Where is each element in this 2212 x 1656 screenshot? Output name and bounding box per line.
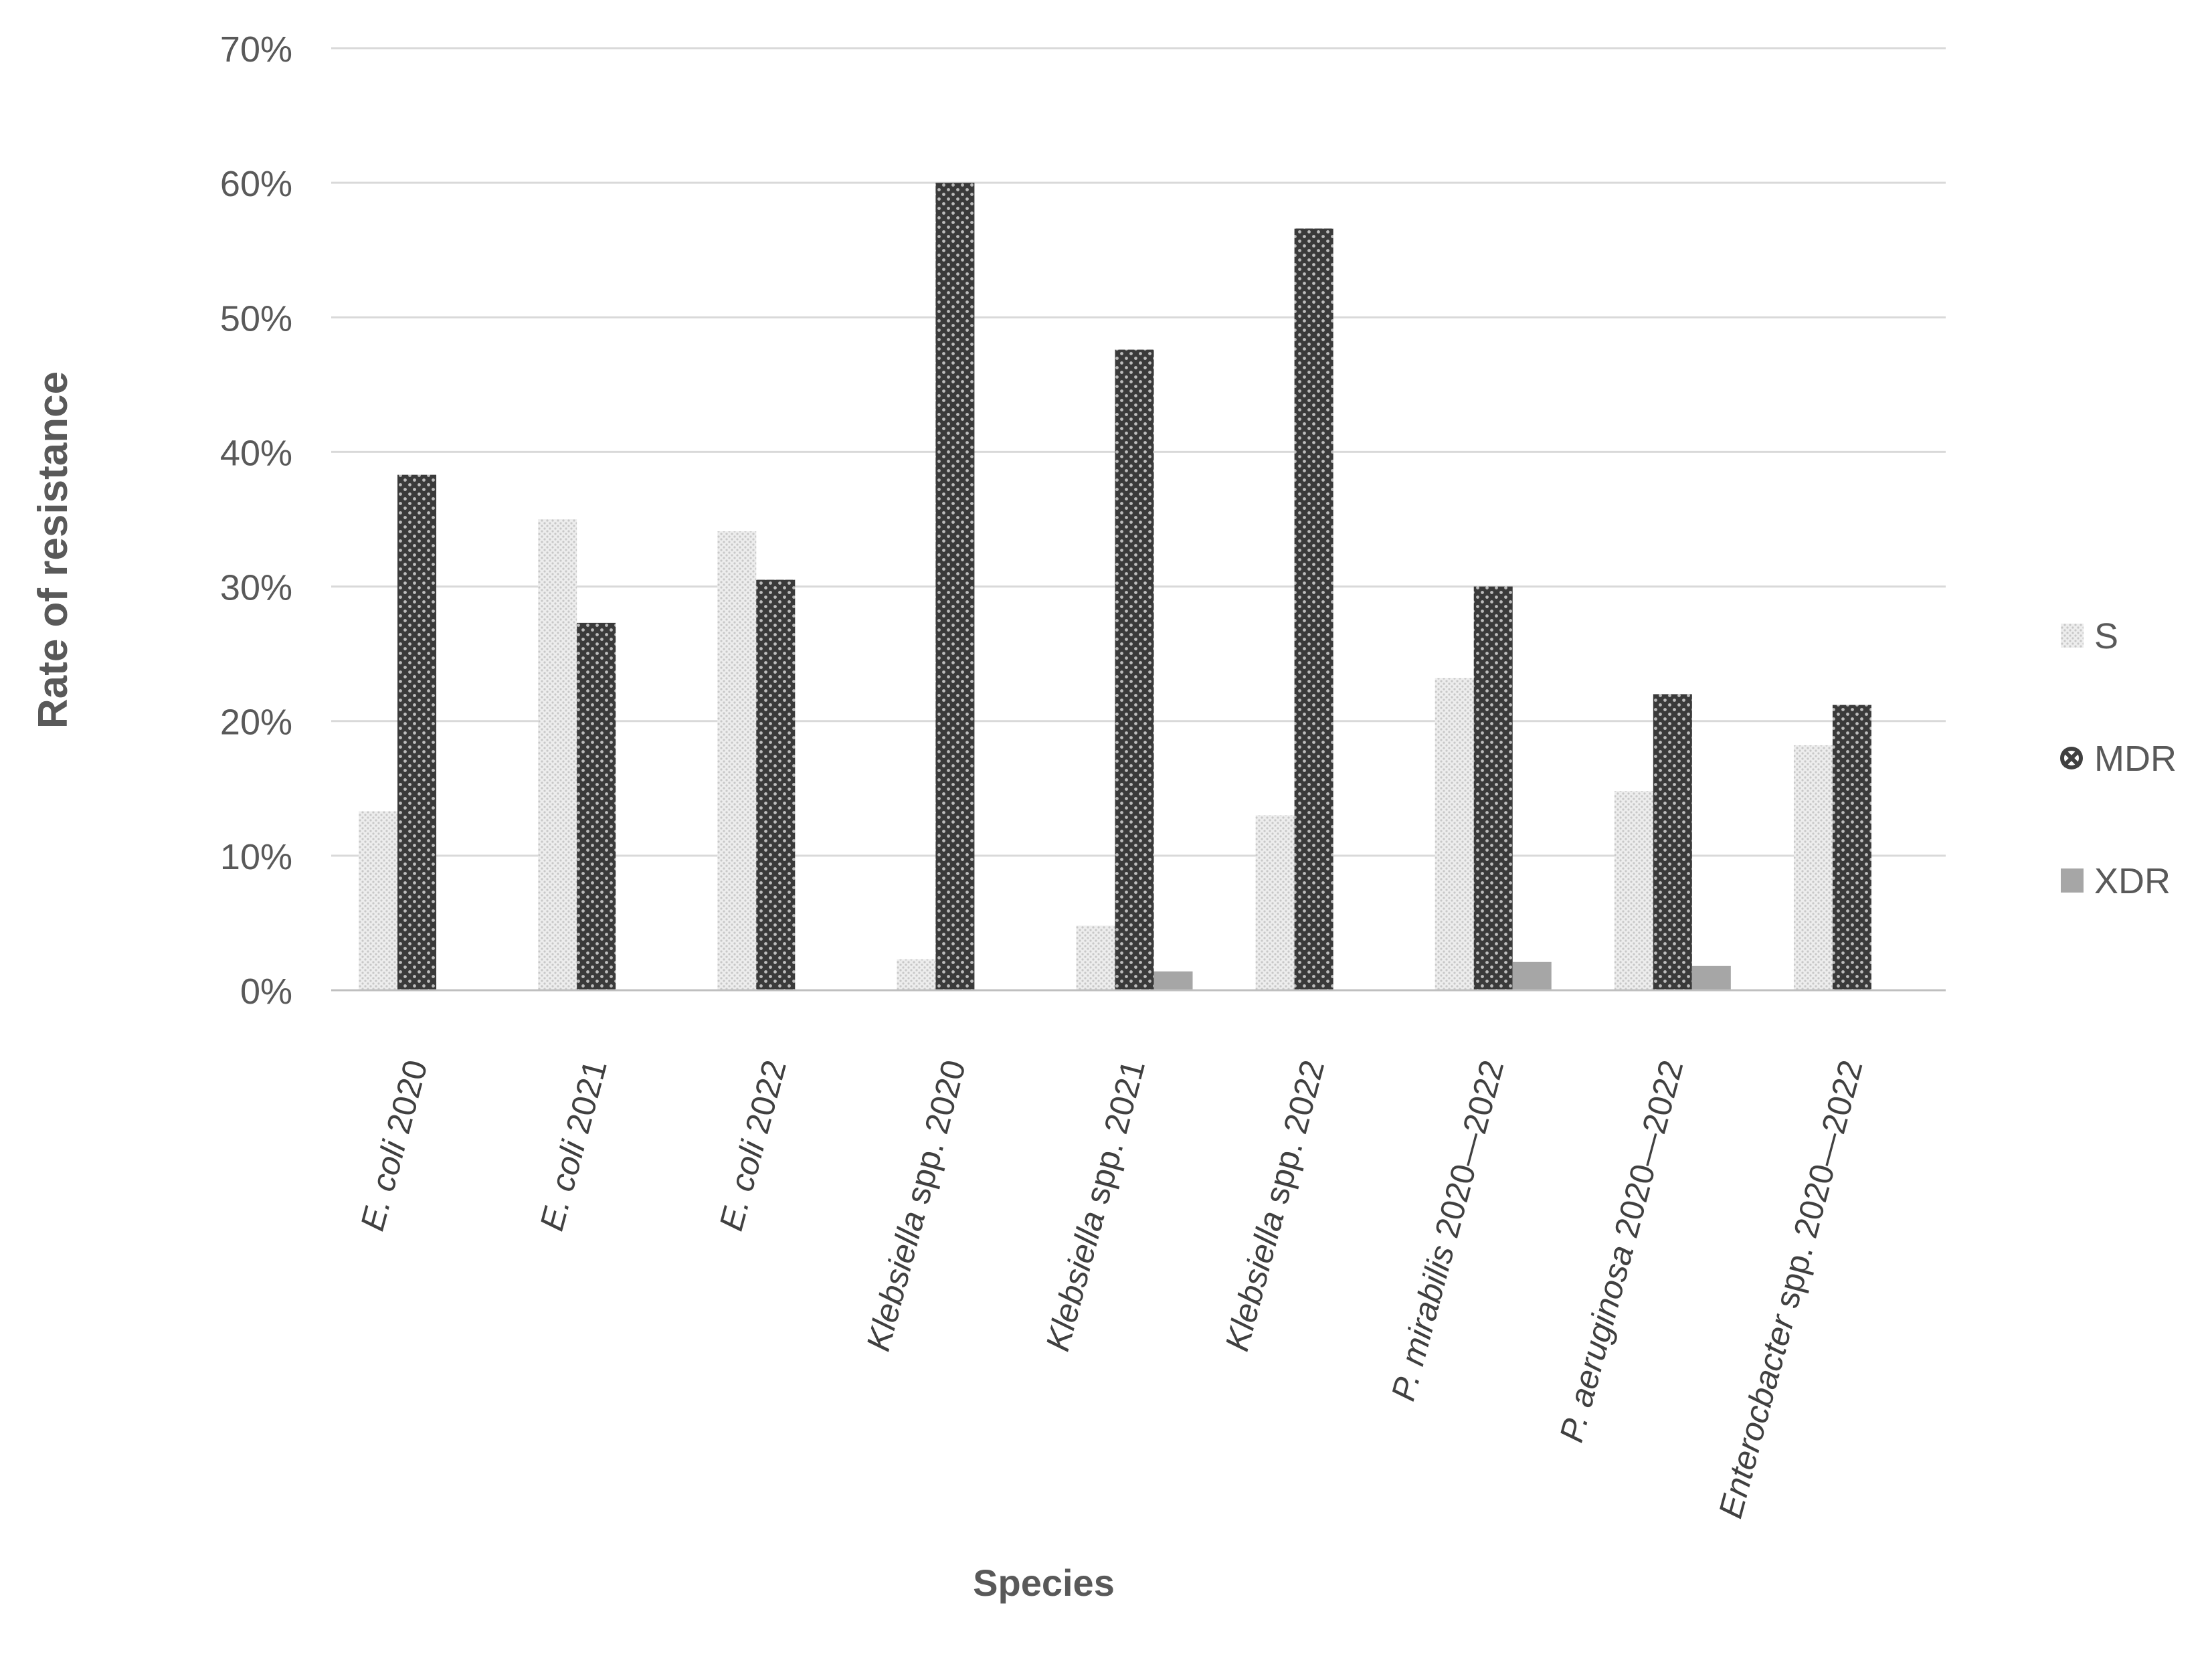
y-tick-label: 0% bbox=[240, 972, 292, 1012]
x-tick-label: P. mirabilis 2020—2022 bbox=[1384, 1056, 1511, 1404]
bar-s-1 bbox=[538, 519, 577, 990]
bar-s-2 bbox=[717, 531, 757, 990]
bar-xdr-4 bbox=[1154, 971, 1193, 990]
bar-s-0 bbox=[359, 811, 398, 990]
legend-swatch-xdr bbox=[2061, 868, 2084, 893]
legend-swatch-s bbox=[2061, 624, 2084, 648]
y-tick-label: 50% bbox=[220, 298, 292, 339]
bar-mdr-2 bbox=[756, 579, 796, 990]
bar-mdr-7 bbox=[1653, 694, 1692, 990]
x-axis-title: Species bbox=[973, 1562, 1115, 1604]
bar-xdr-6 bbox=[1512, 961, 1552, 990]
x-tick-label: E. coli 2022 bbox=[712, 1056, 794, 1234]
x-tick-label: Enterocbacter spp. 2020—2022 bbox=[1712, 1056, 1870, 1522]
bars bbox=[359, 183, 1871, 991]
y-tick-label: 60% bbox=[220, 164, 292, 204]
x-tick-label: P. aeruginosa 2020—2022 bbox=[1552, 1056, 1690, 1446]
bar-s-6 bbox=[1435, 678, 1474, 990]
y-tick-label: 20% bbox=[220, 703, 292, 743]
legend: S MDR XDR bbox=[2060, 616, 2177, 901]
legend-label-xdr: XDR bbox=[2094, 861, 2171, 901]
x-tick-label: E. coli 2021 bbox=[533, 1056, 614, 1234]
x-axis-tick-labels: E. coli 2020 E. coli 2021 E. coli 2022 Kleb… bbox=[353, 1056, 1870, 1522]
y-tick-label: 10% bbox=[220, 837, 292, 877]
bar-s-7 bbox=[1614, 791, 1653, 990]
bar-s-8 bbox=[1793, 745, 1833, 990]
bar-mdr-1 bbox=[577, 622, 616, 990]
bar-mdr-0 bbox=[397, 474, 437, 990]
bar-s-5 bbox=[1255, 815, 1295, 990]
legend-swatch-mdr bbox=[2060, 747, 2083, 769]
x-tick-label: E. coli 2020 bbox=[353, 1056, 435, 1234]
bar-s-4 bbox=[1076, 925, 1115, 990]
bar-mdr-3 bbox=[935, 183, 975, 991]
bar-mdr-4 bbox=[1115, 349, 1154, 990]
y-axis-title: Rate of resistance bbox=[30, 371, 76, 729]
bar-mdr-5 bbox=[1294, 228, 1333, 990]
y-axis-tick-labels: 0% 10% 20% 30% 40% 50% 60% 70% bbox=[220, 29, 292, 1012]
bar-mdr-8 bbox=[1832, 705, 1871, 990]
legend-label-mdr: MDR bbox=[2094, 739, 2177, 779]
y-tick-label: 70% bbox=[220, 29, 292, 70]
bar-s-3 bbox=[897, 959, 936, 990]
x-tick-label: Klebsiella spp. 2022 bbox=[1218, 1056, 1331, 1355]
legend-label-s: S bbox=[2094, 616, 2118, 656]
bar-mdr-6 bbox=[1473, 586, 1513, 990]
x-tick-label: Klebsiella spp. 2021 bbox=[1038, 1056, 1152, 1355]
x-tick-label: Klebsiella spp. 2020 bbox=[859, 1056, 973, 1355]
bar-xdr-7 bbox=[1691, 965, 1731, 990]
y-tick-label: 30% bbox=[220, 568, 292, 608]
y-tick-label: 40% bbox=[220, 433, 292, 473]
